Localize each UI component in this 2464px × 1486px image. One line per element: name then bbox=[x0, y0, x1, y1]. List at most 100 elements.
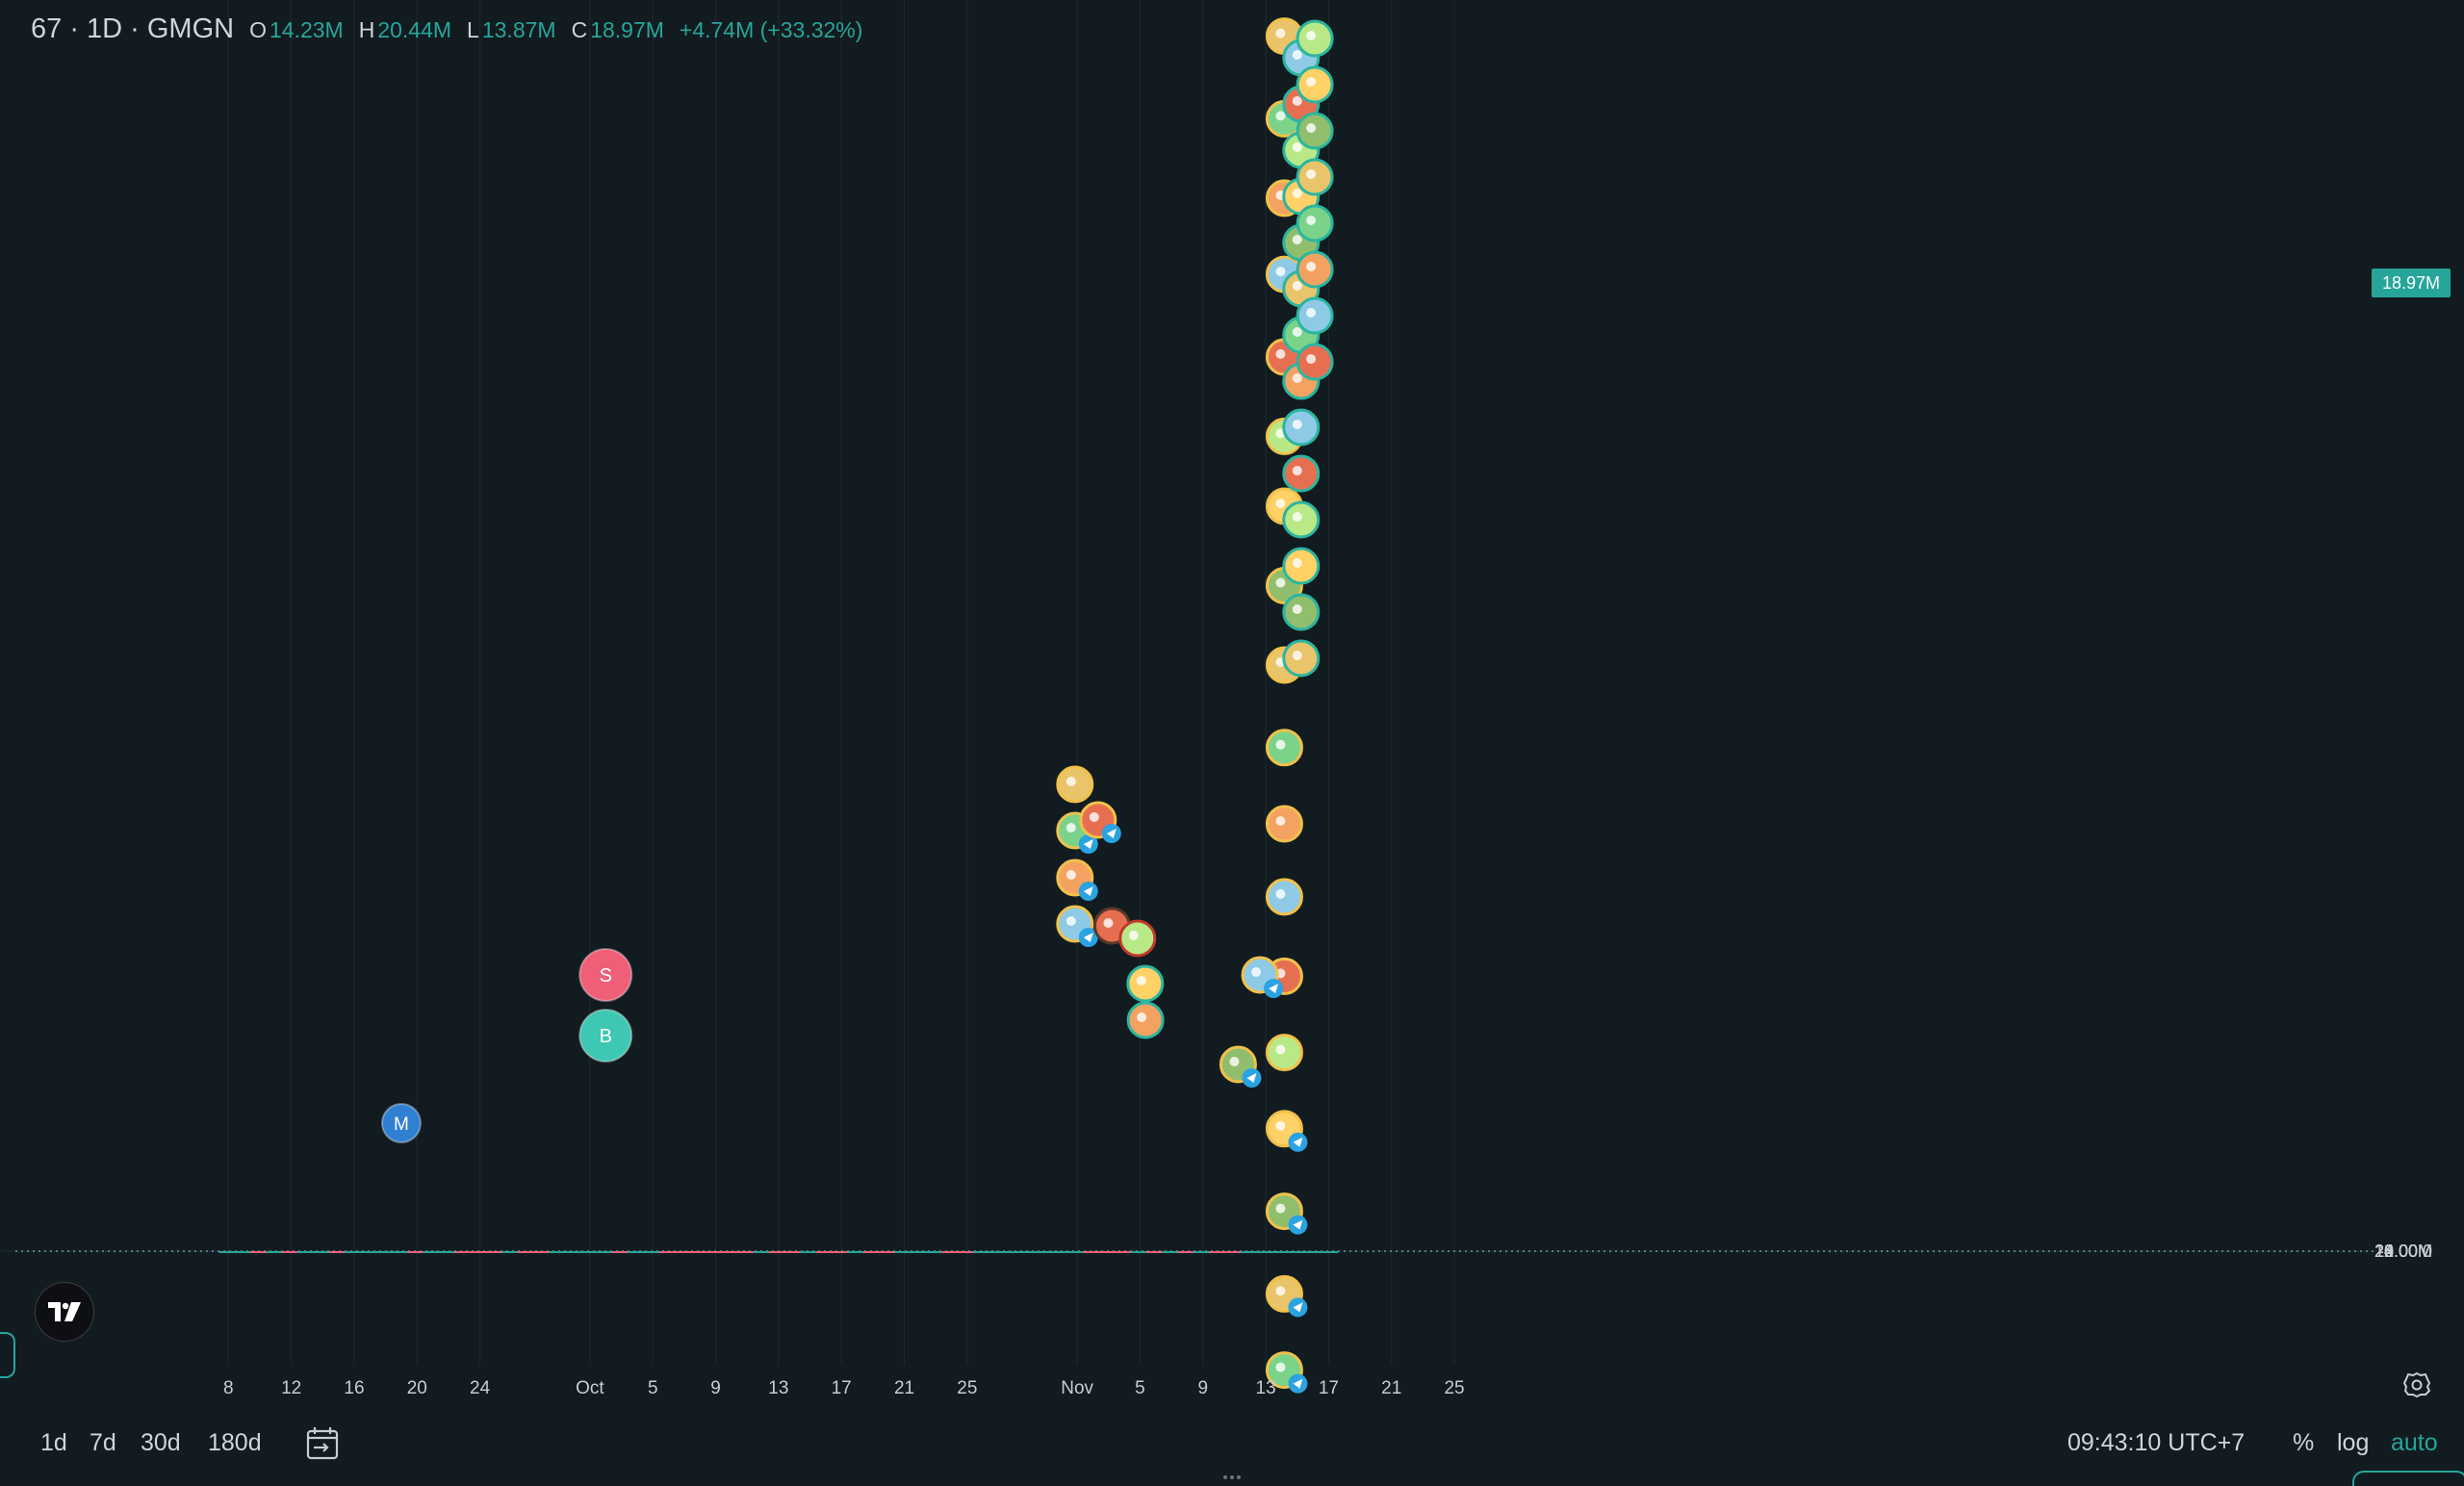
time-axis-label: 13 bbox=[1256, 1378, 1276, 1398]
trader-avatar bbox=[1267, 807, 1301, 841]
avatar-face bbox=[1306, 169, 1316, 179]
avatar-face bbox=[1275, 1286, 1285, 1295]
clock-timezone[interactable]: 09:43:10 UTC+7 bbox=[2067, 1429, 2245, 1457]
trader-avatar bbox=[1284, 595, 1319, 629]
trader-avatar bbox=[1284, 641, 1319, 676]
trade-markers: M BS bbox=[382, 949, 631, 1142]
avatar-face bbox=[1293, 50, 1302, 60]
trader-avatar bbox=[1128, 1003, 1163, 1038]
tradingview-logo[interactable] bbox=[35, 1282, 94, 1342]
high-value: 20.44M bbox=[377, 17, 451, 43]
avatar-face bbox=[1306, 77, 1316, 87]
avatar-face bbox=[1293, 142, 1302, 152]
avatar-face bbox=[1306, 216, 1316, 225]
chart-grid bbox=[0, 0, 2387, 1365]
close-label: C bbox=[572, 17, 588, 43]
avatar-face bbox=[1275, 499, 1285, 508]
avatar-face bbox=[1275, 1204, 1285, 1214]
avatar-face bbox=[1137, 976, 1146, 986]
trader-avatar bbox=[1220, 1047, 1261, 1088]
trader-avatar bbox=[1058, 860, 1098, 901]
auto-indicator bbox=[2352, 1471, 2464, 1486]
avatar-face bbox=[1251, 967, 1261, 977]
time-axis-label: 20 bbox=[407, 1378, 427, 1398]
time-axis-label: 25 bbox=[1444, 1378, 1464, 1398]
avatar-face bbox=[1275, 578, 1285, 588]
avatar-face bbox=[1275, 1045, 1285, 1055]
avatar-face bbox=[1275, 1121, 1285, 1131]
avatar-face bbox=[1293, 281, 1302, 291]
marker-s[interactable]: S bbox=[579, 949, 631, 1001]
time-axis-label: 5 bbox=[648, 1378, 658, 1398]
tradingview-icon bbox=[48, 1302, 81, 1321]
avatar-face bbox=[1066, 777, 1076, 786]
price-axis: -2.00M02.00M4.00M6.00M8.00M10.00M12.00M1… bbox=[2374, 1242, 2432, 1261]
percent-toggle[interactable]: % bbox=[2293, 1429, 2314, 1457]
avatar-face bbox=[1066, 916, 1076, 926]
time-axis-label: 17 bbox=[1319, 1378, 1339, 1398]
trader-avatar bbox=[1284, 549, 1319, 583]
avatar-face bbox=[1066, 870, 1076, 880]
trader-avatar bbox=[1297, 252, 1332, 287]
close-value: 18.97M bbox=[590, 17, 664, 43]
time-axis-label: 24 bbox=[470, 1378, 491, 1398]
avatar-face bbox=[1275, 1363, 1285, 1372]
trader-avatar bbox=[1128, 966, 1163, 1001]
candles bbox=[218, 1251, 1338, 1253]
avatar-face bbox=[1275, 267, 1285, 276]
marker-m[interactable]: M bbox=[382, 1104, 421, 1142]
time-axis-label: Oct bbox=[576, 1378, 604, 1398]
time-axis-label: 17 bbox=[832, 1378, 852, 1398]
avatar-face bbox=[1306, 354, 1316, 364]
time-axis-label: 21 bbox=[894, 1378, 914, 1398]
trader-avatar bbox=[1267, 880, 1301, 914]
trader-avatar bbox=[1297, 345, 1332, 379]
range-1d-button[interactable]: 1d bbox=[40, 1429, 67, 1457]
trader-avatar bbox=[1297, 206, 1332, 241]
auto-toggle[interactable]: auto bbox=[2391, 1429, 2438, 1457]
avatar-face bbox=[1275, 349, 1285, 359]
pane-resize-handle[interactable] bbox=[1222, 1474, 1242, 1480]
marker-b[interactable]: B bbox=[579, 1010, 631, 1062]
trader-avatar bbox=[1267, 1036, 1301, 1070]
low-value: 13.87M bbox=[482, 17, 556, 43]
open-value: 14.23M bbox=[270, 17, 344, 43]
time-axis-label: 5 bbox=[1135, 1378, 1145, 1398]
trader-avatar bbox=[1297, 160, 1332, 194]
avatar-face bbox=[1306, 31, 1316, 40]
avatar-face bbox=[1306, 262, 1316, 271]
trader-avatar bbox=[1297, 21, 1332, 56]
avatar-face bbox=[1090, 812, 1099, 822]
avatar-face bbox=[1275, 29, 1285, 38]
high-label: H bbox=[359, 17, 375, 43]
candle-body bbox=[1319, 1251, 1338, 1253]
avatar-face bbox=[1293, 651, 1302, 660]
price-axis-label: 24.00M bbox=[2374, 1242, 2432, 1261]
trader-avatar bbox=[1284, 502, 1319, 537]
avatar-face bbox=[1129, 931, 1139, 940]
log-toggle[interactable]: log bbox=[2337, 1429, 2369, 1457]
avatar-face bbox=[1306, 308, 1316, 318]
range-7d-button[interactable]: 7d bbox=[90, 1429, 116, 1457]
time-axis-label: 12 bbox=[281, 1378, 301, 1398]
time-axis-label: 8 bbox=[223, 1378, 234, 1398]
avatar-face bbox=[1275, 889, 1285, 899]
avatar-face bbox=[1293, 235, 1302, 244]
avatar-face bbox=[1293, 512, 1302, 522]
trader-avatar bbox=[1058, 767, 1092, 802]
settings-gear-icon[interactable] bbox=[2402, 1371, 2431, 1399]
marker-letter: M bbox=[394, 1114, 409, 1135]
symbol-interval-source: 67 · 1D · GMGN bbox=[31, 13, 234, 45]
trader-avatar bbox=[1120, 921, 1155, 956]
avatar-face bbox=[1137, 1012, 1146, 1022]
left-pane-handle[interactable] bbox=[0, 1332, 15, 1378]
avatar-face bbox=[1293, 96, 1302, 106]
avatar-face bbox=[1293, 189, 1302, 198]
avatar-face bbox=[1103, 918, 1113, 928]
avatar-face bbox=[1293, 373, 1302, 383]
range-180d-button[interactable]: 180d bbox=[208, 1429, 262, 1457]
time-axis-label: 9 bbox=[1197, 1378, 1208, 1398]
range-30d-button[interactable]: 30d bbox=[141, 1429, 181, 1457]
calendar-goto-icon[interactable] bbox=[304, 1424, 343, 1463]
